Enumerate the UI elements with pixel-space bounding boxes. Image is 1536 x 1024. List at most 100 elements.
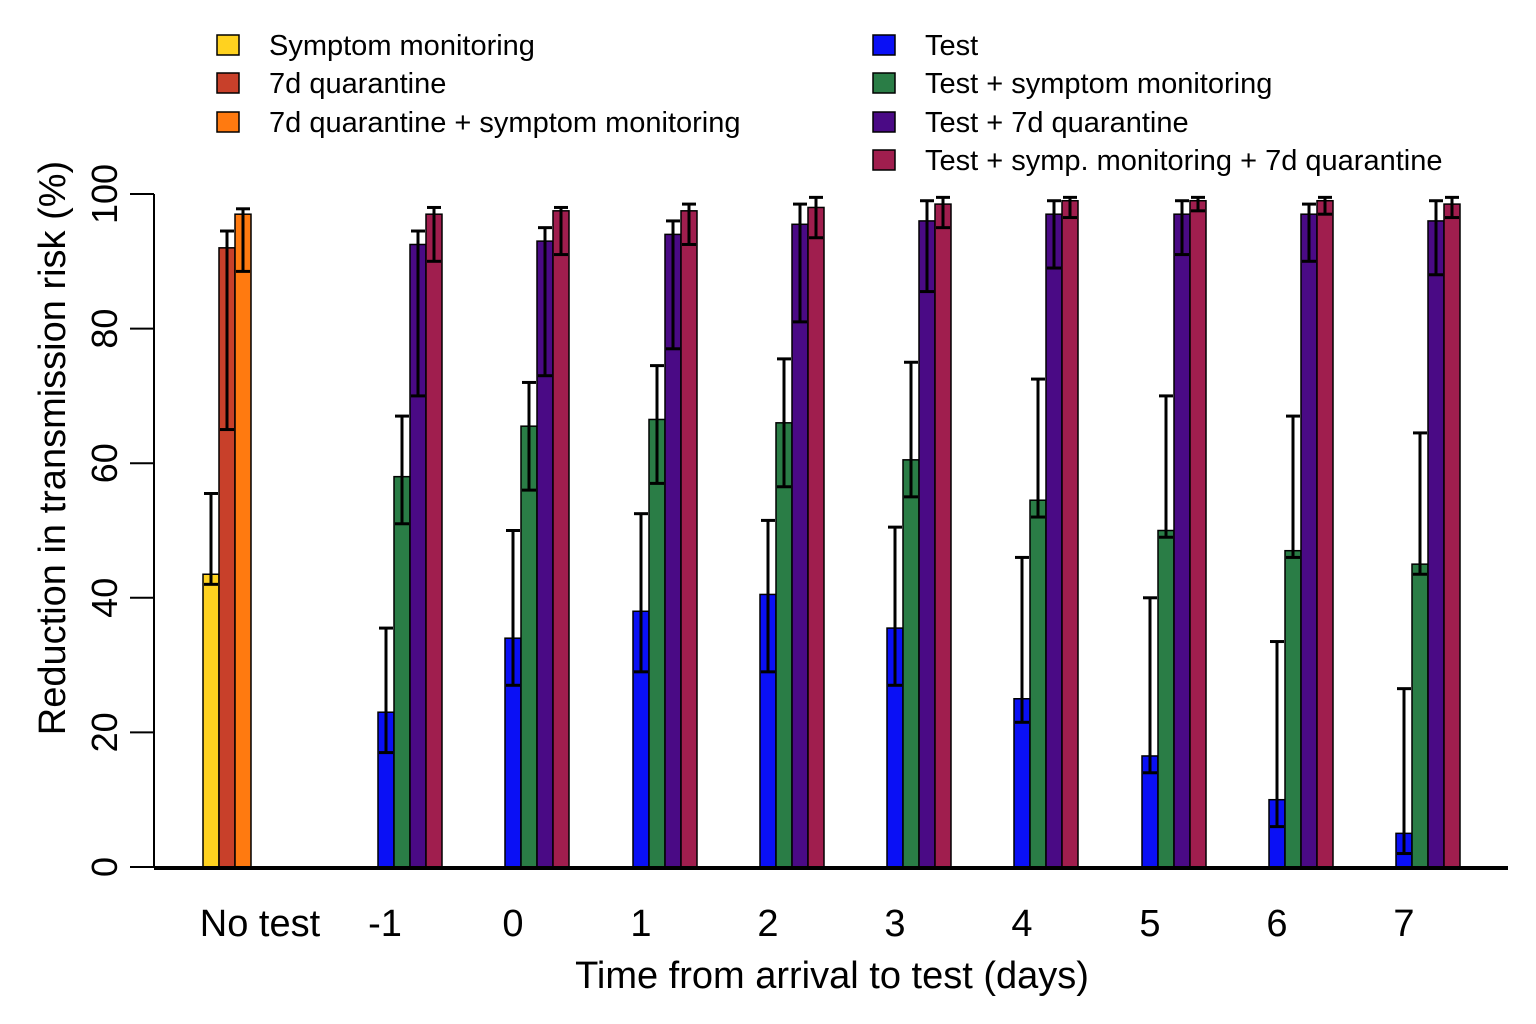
legend-swatch xyxy=(216,34,240,56)
legend-item-test-symp-monitoring-7d-quarantine: Test + symp. monitoring + 7d quarantine xyxy=(872,145,1442,177)
bar-test-symp-monitoring-7d-quarantine-day-4 xyxy=(1061,199,1079,868)
legend-label: Test + symptom monitoring xyxy=(925,68,1272,100)
y-tick-label: 60 xyxy=(84,443,125,483)
y-tick-label: 20 xyxy=(84,712,125,752)
bar-test-symptom-monitoring-day-7 xyxy=(1411,563,1429,868)
error-bar-test-7d-quarantine-day-6 xyxy=(1302,202,1316,263)
x-axis-title: Time from arrival to test (days) xyxy=(575,955,1089,997)
error-bar-test-symptom-monitoring-day-1 xyxy=(395,414,409,526)
error-bar-test-day-3 xyxy=(888,525,902,687)
x-tick-label: 6 xyxy=(1266,903,1287,945)
x-tick-label: No test xyxy=(200,903,321,945)
error-bar-test-symptom-monitoring-day-5 xyxy=(1159,394,1173,539)
error-bar-test-symptom-monitoring-day-3 xyxy=(904,360,918,499)
x-tick-label: -1 xyxy=(368,903,402,945)
legend-label: 7d quarantine + symptom monitoring xyxy=(269,107,741,139)
error-bar-test-day-2 xyxy=(761,518,775,674)
legend-item-test: Test xyxy=(872,30,978,62)
error-bar-test-day-1 xyxy=(634,512,648,674)
x-tick-label: 3 xyxy=(884,903,905,945)
x-tick-label: 7 xyxy=(1393,903,1414,945)
bar-test-symptom-monitoring-day-2 xyxy=(775,422,793,868)
error-bar-test-7d-quarantine-day-2 xyxy=(793,202,807,324)
legend-swatch xyxy=(216,111,240,133)
legend-swatch xyxy=(872,149,896,171)
legend-label: Test xyxy=(925,30,978,62)
y-tick-label: 0 xyxy=(84,857,125,877)
legend-item-test-symptom-monitoring: Test + symptom monitoring xyxy=(872,68,1272,100)
bar-7d-quarantine-symptom-monitoring-no-test xyxy=(234,213,252,868)
error-bar-test-7d-quarantine-day-1 xyxy=(666,219,680,351)
legend: Symptom monitoring 7d quarantine 7d quaran… xyxy=(216,30,1442,177)
x-tick-label: 0 xyxy=(502,903,523,945)
legend-label: Test + 7d quarantine xyxy=(925,107,1189,139)
bar-test-symptom-monitoring-day-3 xyxy=(902,459,920,868)
error-bar-test-symptom-monitoring-day-1 xyxy=(650,364,664,485)
bar-test-symp-monitoring-7d-quarantine-day-5 xyxy=(1189,199,1207,868)
error-bar-test-symp-monitoring-7d-quarantine-day-1 xyxy=(427,205,441,263)
bar-test-symptom-monitoring-day-5 xyxy=(1157,529,1175,868)
legend-label: 7d quarantine xyxy=(269,68,446,100)
error-bar-test-symp-monitoring-7d-quarantine-day-2 xyxy=(809,195,823,240)
y-tick-label: 80 xyxy=(84,309,125,349)
bar-test-symp-monitoring-7d-quarantine-day-3 xyxy=(934,203,952,868)
axes-layer: No test -1 0 1 2 3 4 5 6 7 0 20 40 60 80 100 xyxy=(84,164,1508,945)
error-bar-test-7d-quarantine-day-7 xyxy=(1429,199,1443,277)
y-axis-title: Reduction in transmission risk (%) xyxy=(32,161,74,735)
error-bar-test-symptom-monitoring-day-0 xyxy=(522,380,536,492)
error-bar-symptom-monitoring-no-test xyxy=(204,491,218,586)
error-bar-7d-quarantine-no-test xyxy=(220,229,234,432)
bar-test-symp-monitoring-7d-quarantine-day-1 xyxy=(425,213,443,868)
legend-item-7d-quarantine-symptom-monitoring: 7d quarantine + symptom monitoring xyxy=(216,107,741,139)
x-tick-label: 2 xyxy=(757,903,778,945)
error-bar-test-symp-monitoring-7d-quarantine-day-3 xyxy=(936,195,950,230)
bar-test-7d-quarantine-day-3 xyxy=(918,220,936,868)
error-bar-test-symptom-monitoring-day-2 xyxy=(777,357,791,489)
error-bar-7d-quarantine-symptom-monitoring-no-test xyxy=(236,207,250,273)
error-bar-test-symp-monitoring-7d-quarantine-day-1 xyxy=(682,202,696,246)
error-bar-test-day-6 xyxy=(1270,640,1284,829)
error-bar-test-day-5 xyxy=(1143,596,1157,775)
legend-item-symptom-monitoring: Symptom monitoring xyxy=(216,30,535,62)
legend-item-7d-quarantine: 7d quarantine xyxy=(216,68,446,100)
bar-test-7d-quarantine-day-7 xyxy=(1427,220,1445,868)
error-bar-test-symptom-monitoring-day-4 xyxy=(1031,377,1045,519)
legend-label: Test + symp. monitoring + 7d quarantine xyxy=(925,145,1442,177)
legend-label: Symptom monitoring xyxy=(269,30,535,62)
error-bar-test-symp-monitoring-7d-quarantine-day-4 xyxy=(1063,195,1077,220)
bar-test-day-4 xyxy=(1013,698,1031,868)
bar-test-symp-monitoring-7d-quarantine-day-7 xyxy=(1443,203,1461,868)
error-bar-test-7d-quarantine-day-4 xyxy=(1047,199,1061,270)
error-bars-layer xyxy=(204,195,1459,856)
legend-swatch xyxy=(872,111,896,133)
y-tick-label: 100 xyxy=(84,164,125,224)
error-bar-test-symp-monitoring-7d-quarantine-day-6 xyxy=(1318,195,1332,216)
bar-test-symptom-monitoring-day-1 xyxy=(648,418,666,868)
error-bar-test-7d-quarantine-day-3 xyxy=(920,199,934,294)
error-bar-test-7d-quarantine-day-0 xyxy=(538,226,552,378)
legend-item-test-7d-quarantine: Test + 7d quarantine xyxy=(872,107,1189,139)
legend-swatch xyxy=(872,34,896,56)
error-bar-test-day-7 xyxy=(1397,687,1411,856)
bars-layer xyxy=(202,199,1461,868)
bar-test-symptom-monitoring-day-4 xyxy=(1029,499,1047,868)
error-bar-test-symp-monitoring-7d-quarantine-day-5 xyxy=(1191,195,1205,213)
bar-test-symptom-monitoring-day-0 xyxy=(520,425,538,868)
x-tick-label: 5 xyxy=(1139,903,1160,945)
error-bar-test-day-4 xyxy=(1015,555,1029,724)
error-bar-test-symptom-monitoring-day-7 xyxy=(1413,431,1427,576)
bar-test-symp-monitoring-7d-quarantine-day-2 xyxy=(807,206,825,868)
legend-swatch xyxy=(216,72,240,94)
bar-test-7d-quarantine-day-6 xyxy=(1300,213,1318,868)
bar-test-symptom-monitoring-day-1 xyxy=(393,475,411,868)
error-bar-test-7d-quarantine-day-5 xyxy=(1175,199,1189,257)
bar-test-symp-monitoring-7d-quarantine-day-0 xyxy=(552,210,570,868)
error-bar-test-symptom-monitoring-day-6 xyxy=(1286,414,1300,559)
bar-test-7d-quarantine-day-5 xyxy=(1173,213,1191,868)
bar-symptom-monitoring-no-test xyxy=(202,573,220,868)
error-bar-test-day-1 xyxy=(379,626,393,755)
x-tick-label: 4 xyxy=(1011,903,1032,945)
error-bar-test-7d-quarantine-day-1 xyxy=(411,229,425,398)
bar-test-7d-quarantine-day-4 xyxy=(1045,213,1063,868)
